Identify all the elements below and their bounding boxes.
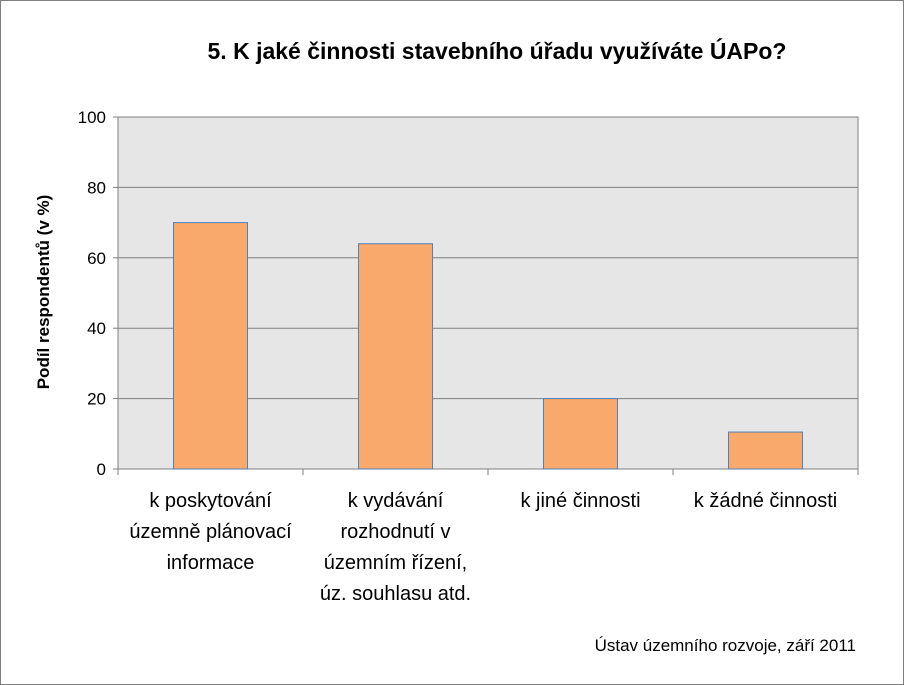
y-tick-label: 20 xyxy=(87,390,106,409)
y-tick-label: 80 xyxy=(87,178,106,197)
bar xyxy=(358,243,433,470)
x-category-label: k vydávání rozhodnutí v územním řízení, úz.… xyxy=(320,490,471,605)
chart-title: 5. K jaké činnosti stavebního úřadu využ… xyxy=(207,38,787,64)
y-tick-label: 100 xyxy=(78,108,106,127)
bar xyxy=(543,398,618,470)
x-category-label: k žádné činnosti xyxy=(694,490,837,512)
source-note: Ústav územního rozvoje, září 2011 xyxy=(594,636,856,655)
x-category-label: k jiné činnosti xyxy=(520,490,640,512)
bar xyxy=(728,431,803,470)
x-category-label: k poskytování územně plánovací informace xyxy=(129,490,292,574)
y-tick-label: 60 xyxy=(87,249,106,268)
y-tick-label: 0 xyxy=(97,460,106,479)
bar xyxy=(173,222,248,470)
y-tick-label: 40 xyxy=(87,319,106,338)
